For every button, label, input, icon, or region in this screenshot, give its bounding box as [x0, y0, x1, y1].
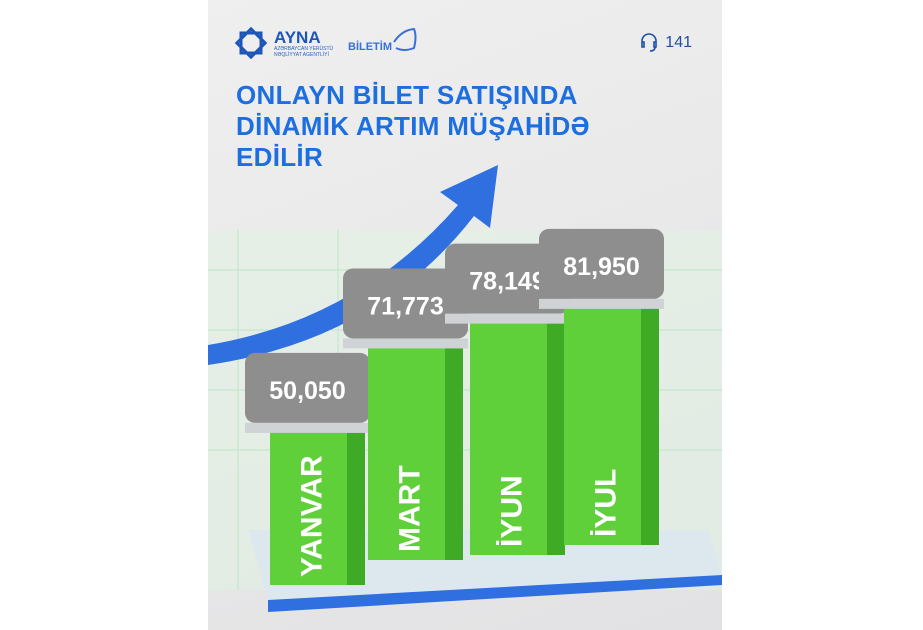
ayna-logo: AYNA AZƏRBAYCAN YERÜSTÜ NƏQLİYYAT AGENTL… — [234, 26, 334, 60]
data-label: 81,950 — [563, 253, 639, 281]
headline: ONLAYN BİLET SATIŞINDA DİNAMİK ARTIM MÜŞ… — [236, 80, 590, 172]
hotline-number: 141 — [665, 34, 692, 51]
bar-side — [347, 430, 365, 585]
biletim-logo: BİLETİM — [348, 26, 418, 54]
data-label: 78,149 — [469, 268, 545, 296]
bar-side — [445, 346, 463, 560]
value-box-base — [245, 422, 370, 433]
data-label: 71,773 — [367, 292, 443, 320]
value-box-base — [539, 298, 664, 309]
value-box — [539, 228, 664, 299]
category-label: MART — [394, 465, 427, 552]
category-label: İYUL — [590, 469, 623, 537]
category-label: YANVAR — [296, 455, 329, 577]
category-label: İYUN — [496, 475, 529, 547]
hotline: 141 — [638, 32, 692, 54]
chart-platform-edge — [268, 575, 722, 612]
value-box — [343, 268, 468, 339]
value-box-base — [445, 313, 570, 324]
chart-platform — [248, 530, 722, 600]
growth-arrow — [208, 165, 498, 365]
bus-icon — [393, 27, 417, 51]
bar-chart: YANVAR 50,050 MART 71,773 İYUN 78,149 İYUL 81,9… — [208, 165, 722, 612]
infographic: AYNA AZƏRBAYCAN YERÜSTÜ NƏQLİYYAT AGENTL… — [208, 0, 722, 630]
value-box — [445, 243, 570, 314]
biletim-logo-text: BİLETİM — [348, 41, 392, 53]
ayna-logo-subtext: AZƏRBAYCAN YERÜSTÜ NƏQLİYYAT AGENTLİYİ — [274, 45, 334, 58]
data-label: 50,050 — [269, 377, 345, 405]
ayna-logo-text: AYNA — [274, 27, 321, 47]
headset-icon — [641, 33, 658, 52]
bar-side — [641, 306, 659, 545]
bar-side — [547, 321, 565, 555]
value-box-base — [343, 338, 468, 349]
ayna-star-icon — [234, 26, 268, 60]
value-box — [245, 352, 370, 423]
